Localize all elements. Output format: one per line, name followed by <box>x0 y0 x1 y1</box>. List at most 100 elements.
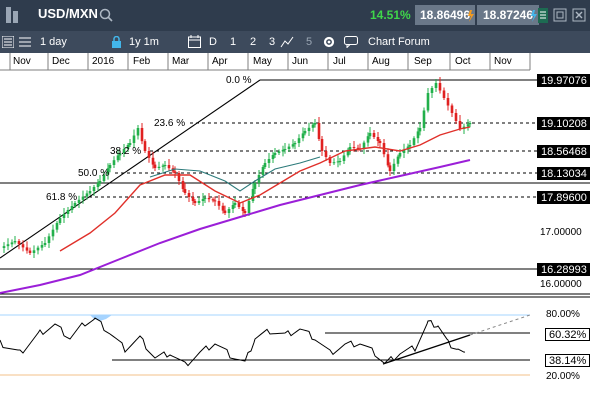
candle-body <box>40 245 44 248</box>
price-chart[interactable] <box>0 53 590 402</box>
close-icon[interactable] <box>572 8 586 27</box>
candle-body <box>28 250 32 253</box>
restore-icon[interactable] <box>553 8 567 27</box>
list-icon[interactable] <box>538 8 548 28</box>
lock-icon[interactable] <box>112 35 121 51</box>
candle-body <box>183 189 187 193</box>
period-3[interactable]: 3 <box>269 36 276 48</box>
period-d[interactable]: D <box>209 36 217 48</box>
candle-body <box>307 127 311 131</box>
candle-body <box>378 141 382 143</box>
candle-body <box>223 210 227 213</box>
candle-body <box>92 187 96 191</box>
price-level-box: 18.56468 <box>537 145 590 158</box>
candle-body <box>153 164 157 168</box>
candle-body <box>348 147 352 150</box>
candle-body <box>118 153 122 156</box>
candle-body <box>372 133 376 137</box>
candle-body <box>303 131 307 134</box>
chart-forum-button[interactable]: Chart Forum <box>368 36 430 48</box>
month-label: Nov <box>13 56 31 67</box>
search-icon[interactable] <box>99 8 113 27</box>
candle-body <box>151 157 155 165</box>
month-label: Dec <box>52 56 70 67</box>
candle-body <box>161 165 165 167</box>
candle-body <box>408 145 412 147</box>
candle-body <box>77 199 81 203</box>
candle-body <box>47 236 51 243</box>
candle-body <box>143 141 147 151</box>
month-label: Apr <box>212 56 228 67</box>
down-arrow-icon <box>466 9 474 27</box>
candle-body <box>6 244 10 247</box>
candle-body <box>122 149 126 153</box>
range-selector[interactable]: 1y 1m <box>129 36 159 48</box>
rsi-trendline <box>382 334 471 365</box>
candle-body <box>32 250 36 253</box>
ask-price-button[interactable]: 18.87246 <box>477 5 539 25</box>
candle-body <box>458 121 462 129</box>
candle-body <box>187 193 191 197</box>
candle-body <box>416 131 420 139</box>
month-label: Oct <box>455 56 471 67</box>
candle-body <box>293 143 297 145</box>
candle-body <box>398 153 402 157</box>
rsi-level-box: 38.14% <box>545 354 590 367</box>
gear-icon[interactable] <box>322 35 336 52</box>
candle-body <box>217 201 221 206</box>
ask-price: 18.87246 <box>482 8 534 22</box>
period-1[interactable]: 1 <box>230 36 237 48</box>
candle-body <box>263 163 267 167</box>
candle-body <box>324 151 328 157</box>
price-level-box: 16.28993 <box>537 263 590 276</box>
candle-body <box>301 133 305 139</box>
period-5[interactable]: 5 <box>306 36 313 48</box>
candle-body <box>396 156 400 164</box>
candle-body <box>62 214 66 218</box>
period-2[interactable]: 2 <box>250 36 257 48</box>
interval-selector[interactable]: 1 day <box>40 36 67 48</box>
candle-body <box>253 183 257 189</box>
price-level-box: 17.89600 <box>537 191 590 204</box>
month-label: Jun <box>292 56 309 67</box>
candle-body <box>213 200 217 202</box>
candle-body <box>132 135 136 143</box>
candle-body <box>2 246 6 248</box>
candle-body <box>233 203 237 205</box>
candle-body <box>261 167 265 175</box>
candle-body <box>277 151 281 153</box>
candle-body <box>442 90 446 98</box>
menu-icon[interactable] <box>1 35 15 51</box>
rsi-trendline-extension <box>469 314 531 336</box>
instrument-symbol[interactable]: USD/MXN <box>38 6 98 21</box>
rsi-tick: 20.00% <box>546 371 580 382</box>
candle-body <box>147 151 151 158</box>
candle-body <box>468 123 472 125</box>
candle-body <box>362 142 366 149</box>
candlestick-series <box>2 77 472 258</box>
month-label: Sep <box>414 56 432 67</box>
change-percent: 14.51% <box>370 8 411 22</box>
candle-body <box>311 124 315 128</box>
candle-body <box>267 159 271 163</box>
candle-body <box>247 201 251 213</box>
indicator-icon[interactable] <box>280 36 294 51</box>
candle-body <box>197 201 201 203</box>
candle-body <box>317 123 321 139</box>
month-gridlines <box>9 53 531 70</box>
candle-body <box>66 210 70 214</box>
chat-icon[interactable] <box>344 36 358 51</box>
candle-body <box>271 155 275 159</box>
candle-body <box>81 196 85 200</box>
calendar-icon[interactable] <box>188 35 201 51</box>
bid-price-button[interactable]: 18.86496 <box>415 5 475 25</box>
candle-body <box>446 98 450 106</box>
candle-body <box>356 147 360 149</box>
candle-body <box>273 153 277 155</box>
candle-body <box>388 165 392 171</box>
month-label: 2016 <box>92 56 115 67</box>
rsi-tick: 80.00% <box>546 309 580 320</box>
fib-label-618: 61.8 % <box>46 192 78 203</box>
list-view-icon[interactable] <box>19 36 31 51</box>
candle-body <box>283 149 287 150</box>
